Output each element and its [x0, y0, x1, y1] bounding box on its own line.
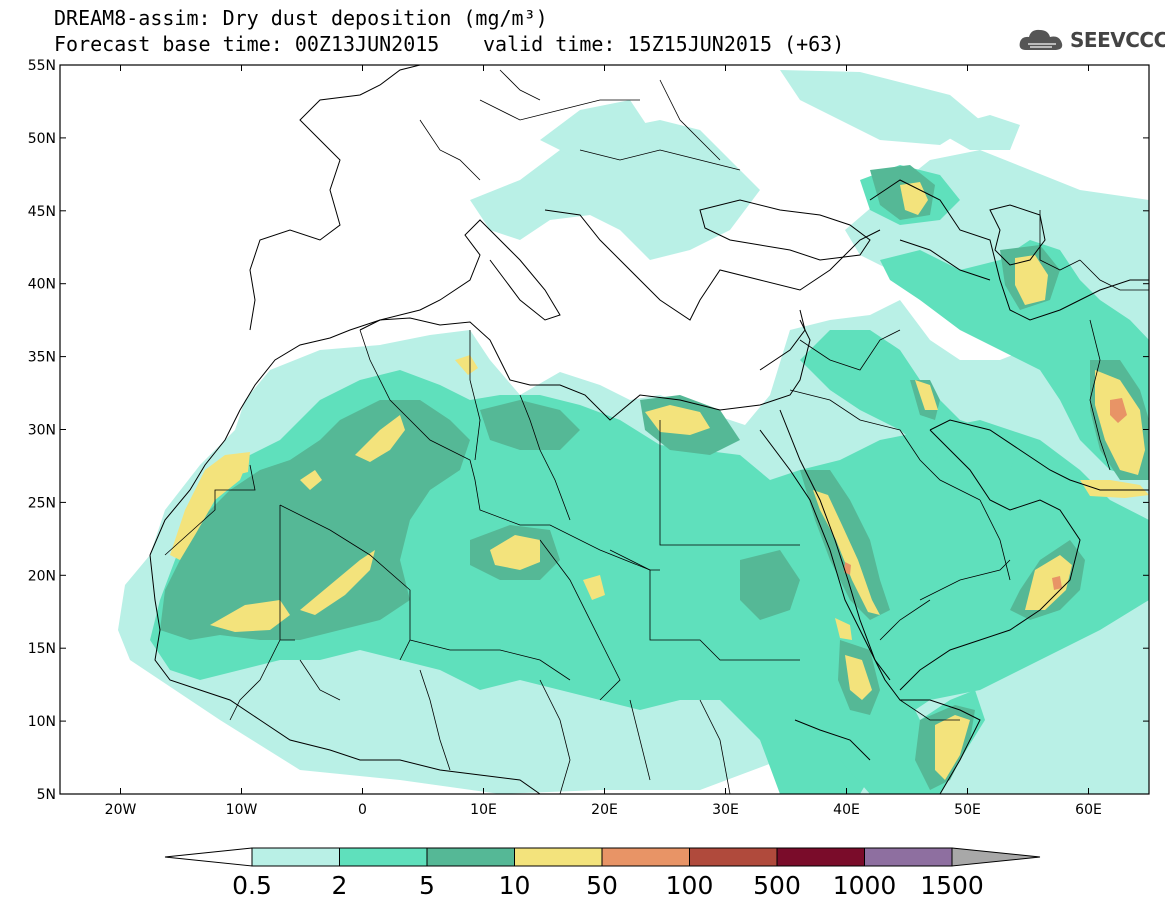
legend-color-box: [601, 847, 690, 867]
legend-label: 10: [499, 871, 531, 900]
lat-label: 25N: [28, 495, 56, 511]
legend-label: 500: [753, 871, 801, 900]
lon-label: 10W: [226, 802, 258, 818]
contour-level-10: [170, 182, 1149, 780]
lon-label: 50E: [954, 802, 981, 818]
lon-label: 20E: [591, 802, 618, 818]
legend-label: 100: [666, 871, 714, 900]
lat-label: 20N: [28, 568, 56, 584]
legend-color-box: [339, 847, 428, 867]
lon-label: 60E: [1075, 802, 1102, 818]
lon-label: 0: [358, 802, 367, 818]
lat-label: 55N: [28, 58, 56, 74]
cloud-icon: [1019, 29, 1063, 50]
lat-label: 30N: [28, 423, 56, 439]
legend-label: 2: [332, 871, 348, 900]
latitude-axis: 55N 50N 45N 40N 35N 30N 25N 20N 15N 10N 5N: [28, 58, 1149, 803]
forecast-base-time: Forecast base time: 00Z13JUN2015: [54, 32, 440, 56]
lat-label: 40N: [28, 277, 56, 293]
legend-label: 5: [419, 871, 435, 900]
lat-label: 35N: [28, 350, 56, 366]
contour-level-50: [844, 398, 1127, 590]
legend-color-box: [689, 847, 778, 867]
legend-under-arrow: [164, 847, 253, 867]
lat-label: 45N: [28, 204, 56, 220]
lon-label: 10E: [470, 802, 497, 818]
lon-label: 30E: [712, 802, 739, 818]
legend-label: 0.5: [232, 871, 272, 900]
legend-color-box: [864, 847, 953, 867]
lat-label: 50N: [28, 131, 56, 147]
lat-label: 15N: [28, 641, 56, 657]
legend-labels: 0.5 2 5 10 50 100 500 1000 1500: [232, 871, 984, 900]
lat-label: 5N: [37, 787, 56, 803]
legend-color-box: [514, 847, 603, 867]
legend-over-arrow: [951, 847, 1041, 867]
legend-color-boxes: [251, 847, 953, 867]
valid-time: valid time: 15Z15JUN2015 (+63): [483, 32, 845, 56]
lon-label: 20W: [105, 802, 137, 818]
legend-color-box: [776, 847, 865, 867]
legend-color-box: [426, 847, 515, 867]
longitude-axis: 20W 10W 0 10E 20E 30E 40E 50E 60E: [105, 65, 1102, 818]
legend-label: 50: [586, 871, 618, 900]
dust-contours: [118, 65, 1149, 794]
legend-label: 1000: [833, 871, 897, 900]
lat-label: 10N: [28, 714, 56, 730]
legend-color-box: [251, 847, 340, 867]
legend-label: 1500: [920, 871, 984, 900]
seevccc-logo: SEEVCCC: [1018, 24, 1165, 56]
coastlines: [149, 65, 1149, 794]
logo-text: SEEVCCC: [1070, 28, 1165, 52]
country-borders: [164, 69, 1149, 794]
map-title: DREAM8-assim: Dry dust deposition (mg/m³…: [54, 6, 548, 30]
lon-label: 40E: [833, 802, 860, 818]
